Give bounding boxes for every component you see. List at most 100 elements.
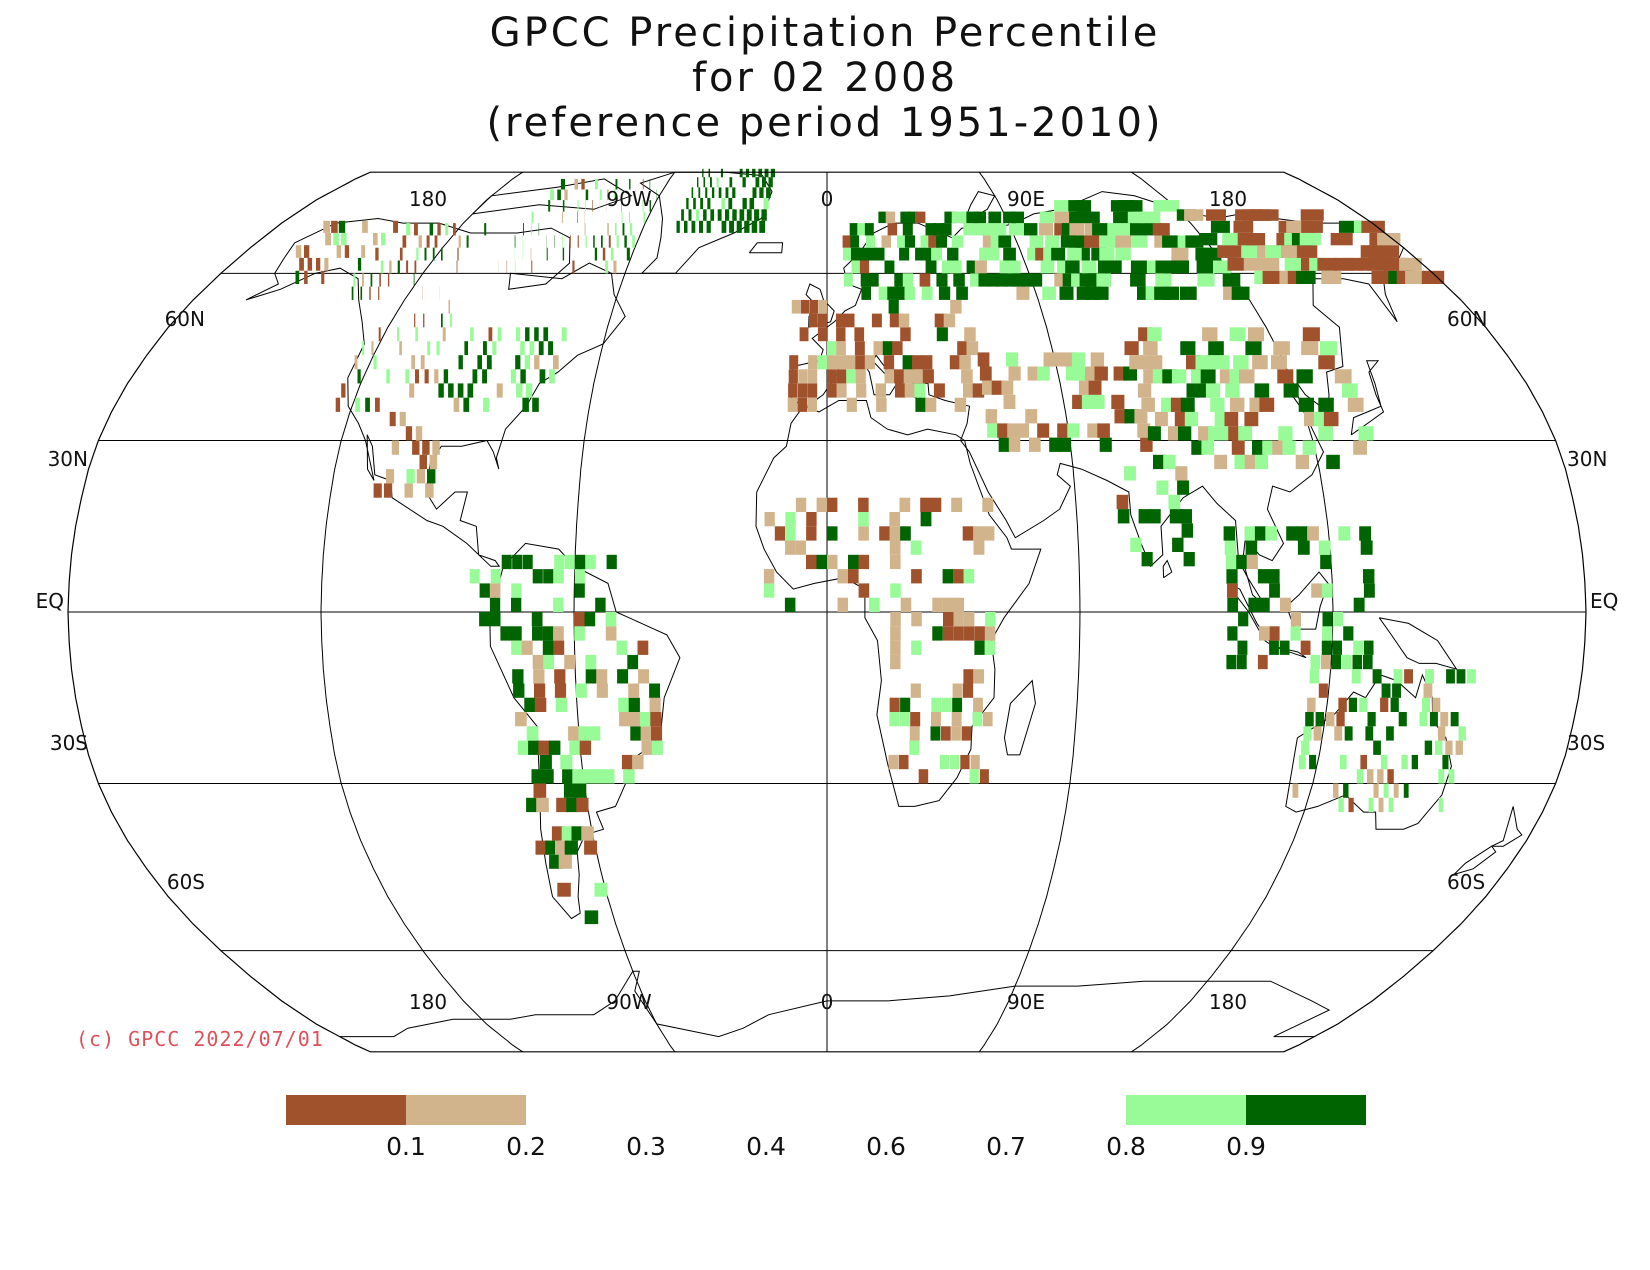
- precip-cell: [895, 383, 906, 398]
- precip-cell: [534, 683, 546, 698]
- precip-cell: [1241, 245, 1261, 258]
- precip-cell: [324, 257, 329, 271]
- precip-cell: [553, 626, 564, 641]
- precip-cell: [1225, 383, 1240, 398]
- precip-cell: [879, 526, 890, 541]
- lat-label-left-30s: 30S: [50, 731, 88, 755]
- precip-cell: [344, 245, 350, 258]
- precip-cell: [1229, 397, 1245, 412]
- precip-cell: [904, 286, 915, 300]
- precip-cell: [411, 355, 415, 370]
- precip-cell: [985, 409, 998, 424]
- precip-cell: [895, 286, 907, 300]
- precip-cell: [1380, 697, 1389, 712]
- precip-cell: [795, 540, 806, 555]
- precip-cell: [788, 383, 798, 398]
- precip-cell: [1208, 341, 1224, 356]
- precip-cell: [649, 200, 651, 212]
- precip-cell: [564, 189, 568, 201]
- precip-cell: [512, 554, 523, 570]
- precip-cell: [416, 247, 419, 261]
- precip-cell: [1262, 440, 1276, 455]
- precip-cell: [1421, 697, 1430, 712]
- precip-cell: [888, 299, 899, 314]
- precip-cell: [816, 497, 827, 512]
- precip-cell: [577, 235, 579, 248]
- precip-cell: [584, 840, 597, 855]
- precip-cell: [987, 247, 1000, 261]
- precip-cell: [913, 369, 925, 384]
- precip-cell: [706, 220, 711, 233]
- precip-cell: [650, 712, 662, 727]
- precip-cell: [453, 223, 456, 236]
- precip-cell: [549, 369, 555, 384]
- precip-cell: [651, 740, 663, 755]
- precip-cell: [564, 840, 578, 855]
- precip-cell: [566, 797, 579, 813]
- precip-cell: [1016, 286, 1030, 300]
- precip-cell: [959, 355, 971, 370]
- precip-cell: [918, 769, 929, 784]
- precip-cell: [827, 383, 837, 398]
- precip-cell: [1083, 211, 1100, 224]
- precip-cell: [524, 697, 536, 712]
- precip-cell: [1252, 355, 1268, 370]
- precip-cell: [1450, 712, 1459, 727]
- precip-cell: [1254, 383, 1270, 398]
- precip-cell: [1390, 697, 1399, 712]
- precip-cell: [1301, 220, 1323, 233]
- precip-cell: [437, 223, 441, 236]
- precip-cell: [1321, 270, 1342, 284]
- precip-cell: [910, 683, 921, 698]
- precip-cell: [1152, 223, 1170, 236]
- precip-cell: [1093, 286, 1109, 300]
- precip-cell: [951, 712, 962, 727]
- precip-cell: [974, 640, 985, 655]
- precip-cell: [548, 740, 561, 755]
- precip-cell: [795, 497, 807, 512]
- precip-cell: [515, 355, 521, 370]
- precip-cell: [1024, 223, 1038, 236]
- legend-box-7: [1006, 1095, 1126, 1125]
- precip-cell: [972, 712, 983, 727]
- precip-cell: [412, 440, 420, 455]
- precip-cell: [369, 286, 371, 300]
- precip-cell: [1029, 273, 1043, 287]
- precip-cell: [1008, 366, 1021, 381]
- precip-cell: [1438, 769, 1445, 784]
- precip-cell: [402, 235, 407, 248]
- top-lon-label-1: 180: [409, 187, 447, 211]
- precip-cell: [1376, 245, 1400, 258]
- precip-cell: [728, 197, 733, 210]
- precip-cell: [770, 168, 775, 178]
- precip-cell: [911, 569, 922, 584]
- precip-cell: [1348, 697, 1358, 712]
- precip-cell: [1248, 597, 1260, 612]
- precip-cell: [463, 397, 470, 412]
- precip-cell: [816, 554, 827, 570]
- precip-cell: [858, 497, 869, 512]
- precip-cell: [360, 286, 363, 300]
- precip-cell: [763, 583, 775, 598]
- precip-cell: [909, 726, 920, 741]
- precip-cell: [304, 270, 308, 284]
- precip-cell: [511, 583, 522, 598]
- precip-cell: [1265, 526, 1277, 541]
- precip-cell: [607, 223, 609, 236]
- precip-cell: [561, 211, 563, 224]
- precip-cell: [925, 260, 937, 274]
- precip-cell: [341, 233, 347, 246]
- precip-cell: [521, 640, 533, 655]
- precip-cell: [1392, 683, 1401, 698]
- precip-cell: [1387, 769, 1394, 784]
- precip-cell: [441, 247, 443, 261]
- precip-cell: [405, 426, 413, 441]
- precip-cell: [530, 223, 532, 236]
- precip-cell: [746, 209, 752, 221]
- precip-cell: [900, 526, 911, 541]
- precip-cell: [387, 273, 390, 287]
- precip-cell: [541, 769, 554, 784]
- precip-cell: [529, 341, 535, 356]
- precip-cell: [1010, 211, 1024, 224]
- precip-cell: [574, 783, 587, 798]
